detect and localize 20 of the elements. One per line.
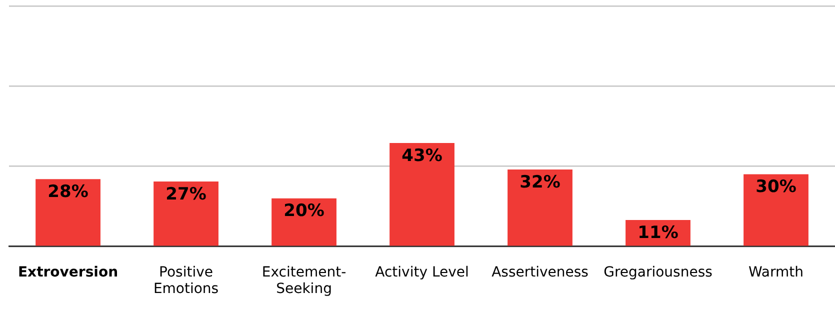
x-tick-label: Warmth	[748, 264, 804, 280]
x-tick-label: Gregariousness	[604, 264, 712, 280]
bar	[272, 198, 336, 246]
data-label: 11%	[638, 222, 678, 243]
bar	[154, 181, 218, 246]
data-label: 30%	[756, 177, 796, 198]
x-tick-label: Excitement-Seeking	[262, 264, 346, 298]
data-label: 28%	[48, 182, 88, 202]
bar	[36, 179, 100, 246]
x-tick-label: Extroversion	[18, 264, 118, 280]
data-label: 20%	[284, 201, 324, 222]
x-tick-label: Positive Emotions	[153, 264, 219, 298]
bar	[744, 174, 808, 246]
bar	[390, 143, 454, 246]
data-label: 43%	[402, 146, 442, 166]
x-tick-label: Assertiveness	[492, 264, 588, 280]
data-label: 32%	[520, 172, 560, 192]
bar	[508, 169, 572, 246]
data-label: 27%	[166, 184, 206, 204]
x-tick-label: Activity Level	[375, 264, 469, 280]
